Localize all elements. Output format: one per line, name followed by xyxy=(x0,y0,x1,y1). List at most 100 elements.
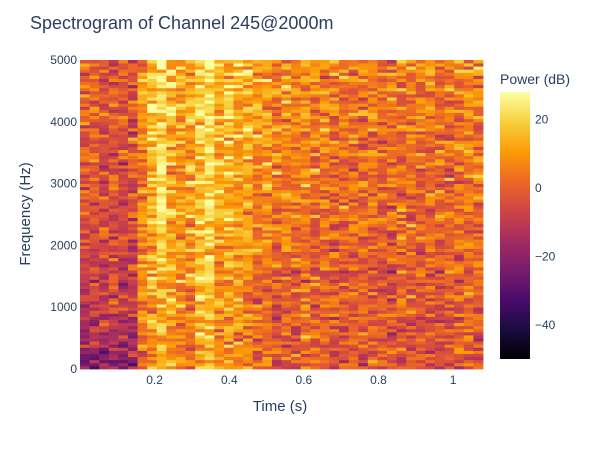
heatmap-cell xyxy=(147,158,158,163)
heatmap-cell xyxy=(348,140,359,144)
heatmap-cell xyxy=(406,165,417,169)
heatmap-cell xyxy=(175,316,186,320)
heatmap-cell xyxy=(214,322,225,327)
heatmap-cell xyxy=(425,87,436,92)
heatmap-cell xyxy=(214,217,225,222)
heatmap-cell xyxy=(271,69,282,73)
heatmap-cell xyxy=(473,304,484,308)
heatmap-cell xyxy=(396,347,407,351)
heatmap-cell xyxy=(300,214,311,218)
heatmap-cell xyxy=(252,316,263,320)
heatmap-cell xyxy=(99,347,110,351)
heatmap-cell xyxy=(271,245,282,249)
heatmap-cell xyxy=(473,63,484,67)
heatmap-cell xyxy=(252,304,263,308)
heatmap-cell xyxy=(329,310,340,314)
heatmap-cell xyxy=(175,297,186,302)
heatmap-cell xyxy=(108,87,119,92)
heatmap-cell xyxy=(300,322,311,327)
heatmap-cell xyxy=(425,109,436,113)
heatmap-cell xyxy=(387,214,398,218)
heatmap-cell xyxy=(223,75,234,79)
heatmap-cell xyxy=(175,195,186,200)
heatmap-cell xyxy=(156,260,167,265)
heatmap-cell xyxy=(185,146,196,151)
heatmap-cell xyxy=(195,233,206,237)
heatmap-cell xyxy=(147,189,158,194)
heatmap-cell xyxy=(377,341,388,345)
heatmap-cell xyxy=(166,310,177,314)
heatmap-cell xyxy=(185,267,196,271)
heatmap-cell xyxy=(185,313,196,317)
heatmap-cell xyxy=(454,310,465,314)
heatmap-cell xyxy=(185,248,196,252)
heatmap-cell xyxy=(233,124,244,129)
heatmap-cell xyxy=(319,362,330,367)
heatmap-cell xyxy=(310,134,321,138)
heatmap-cell xyxy=(137,362,148,367)
heatmap-cell xyxy=(262,93,273,98)
heatmap-cell xyxy=(156,177,167,181)
heatmap-cell xyxy=(377,304,388,308)
heatmap-cell xyxy=(291,97,302,101)
heatmap-cell xyxy=(137,251,148,256)
heatmap-cell xyxy=(348,362,359,367)
heatmap-cell xyxy=(204,66,215,70)
heatmap-cell xyxy=(147,171,158,175)
heatmap-cell xyxy=(454,171,465,175)
heatmap-cell xyxy=(271,134,282,138)
heatmap-cell xyxy=(291,100,302,104)
heatmap-cell xyxy=(233,192,244,197)
heatmap-cell xyxy=(463,341,474,345)
heatmap-cell xyxy=(233,69,244,73)
heatmap-cell xyxy=(435,97,446,101)
heatmap-cell xyxy=(233,60,244,64)
heatmap-cell xyxy=(175,100,186,104)
heatmap-cell xyxy=(185,100,196,104)
heatmap-cell xyxy=(185,310,196,314)
heatmap-cell xyxy=(166,322,177,327)
heatmap-cell xyxy=(118,63,129,67)
heatmap-cell xyxy=(406,106,417,110)
heatmap-cell xyxy=(204,285,215,290)
heatmap-cell xyxy=(127,112,138,117)
heatmap-cell xyxy=(377,285,388,290)
heatmap-cell xyxy=(281,322,292,327)
heatmap-cell xyxy=(367,186,378,191)
heatmap-cell xyxy=(348,304,359,308)
heatmap-cell xyxy=(243,297,254,302)
heatmap-cell xyxy=(329,248,340,252)
heatmap-cell xyxy=(454,322,465,327)
heatmap-cell xyxy=(435,229,446,234)
heatmap-cell xyxy=(108,301,119,305)
heatmap-cell xyxy=(300,202,311,206)
heatmap-cell xyxy=(473,75,484,79)
heatmap-cell xyxy=(454,242,465,246)
heatmap-cell xyxy=(89,328,100,333)
heatmap-cell xyxy=(252,226,263,231)
heatmap-cell xyxy=(147,106,158,110)
heatmap-cell xyxy=(473,100,484,104)
heatmap-cell xyxy=(300,282,311,286)
heatmap-cell xyxy=(444,217,455,222)
heatmap-cell xyxy=(329,115,340,120)
heatmap-cell xyxy=(118,93,129,98)
heatmap-cell xyxy=(252,131,263,135)
heatmap-cell xyxy=(156,192,167,197)
heatmap-cell xyxy=(300,356,311,361)
heatmap-cell xyxy=(329,109,340,113)
heatmap-cell xyxy=(463,195,474,200)
heatmap-cell xyxy=(127,146,138,151)
heatmap-cell xyxy=(243,245,254,249)
heatmap-cell xyxy=(118,319,129,324)
heatmap-cell xyxy=(444,149,455,154)
heatmap-cell xyxy=(252,319,263,324)
heatmap-cell xyxy=(204,301,215,305)
heatmap-cell xyxy=(281,297,292,302)
heatmap-cell xyxy=(262,97,273,101)
heatmap-cell xyxy=(233,84,244,89)
heatmap-cell xyxy=(214,171,225,175)
heatmap-cell xyxy=(223,248,234,252)
heatmap-cell xyxy=(147,322,158,327)
heatmap-cell xyxy=(185,177,196,181)
